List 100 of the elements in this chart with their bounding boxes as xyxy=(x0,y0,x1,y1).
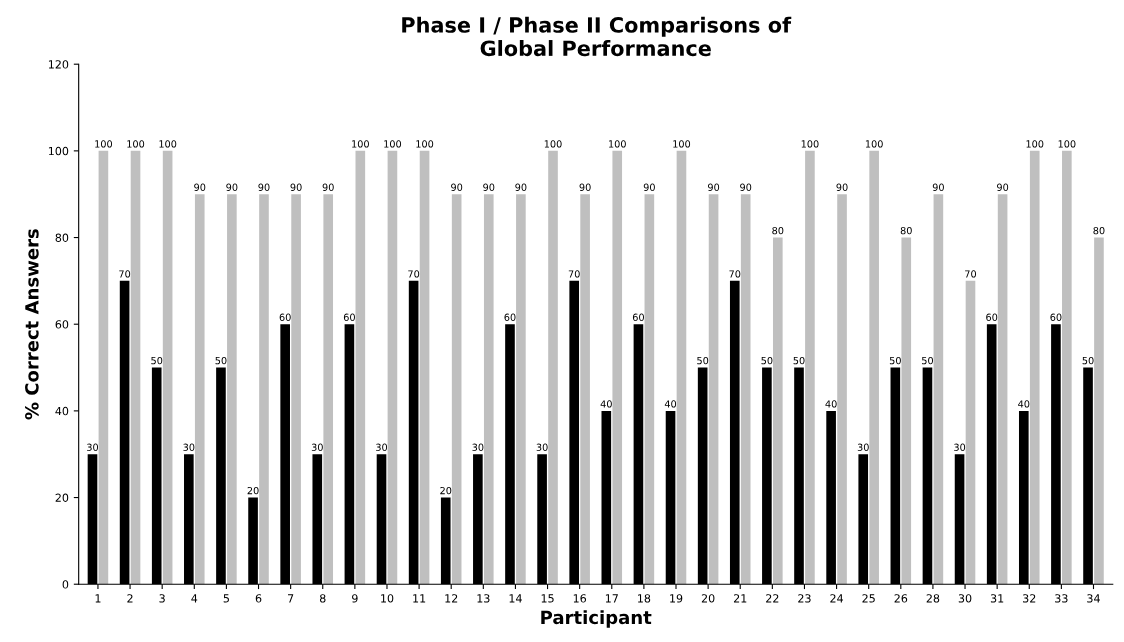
data-label: 60 xyxy=(343,313,355,321)
y-tick-label: 0 xyxy=(62,580,69,589)
chart-title: Phase I / Phase II Comparisons of Global Performance xyxy=(402,16,792,57)
data-label: 100 xyxy=(801,140,819,148)
data-label: 50 xyxy=(793,356,805,365)
data-label: 70 xyxy=(965,270,977,278)
data-label: 20 xyxy=(440,486,452,495)
data-label: 80 xyxy=(1093,226,1105,235)
bar xyxy=(291,194,301,585)
data-label: 70 xyxy=(119,270,131,278)
bar xyxy=(837,194,847,585)
data-label: 60 xyxy=(632,313,644,321)
bar xyxy=(162,150,173,585)
bar xyxy=(805,150,815,585)
x-tick-label: 7 xyxy=(288,594,294,603)
x-tick-label: 13 xyxy=(477,594,490,603)
bar xyxy=(933,194,944,585)
bar xyxy=(708,194,719,585)
x-tick-label: 19 xyxy=(670,594,683,603)
x-tick-label: 25 xyxy=(862,594,875,603)
data-label: 50 xyxy=(1082,356,1094,365)
bar xyxy=(740,194,751,585)
x-tick-label: 9 xyxy=(352,594,358,603)
data-label: 90 xyxy=(290,183,302,191)
x-tick-label: 22 xyxy=(766,594,779,603)
x-tick-label: 24 xyxy=(830,594,844,603)
data-label: 30 xyxy=(954,443,966,451)
data-label: 90 xyxy=(932,183,944,191)
bar xyxy=(323,194,334,585)
y-tick-label: 20 xyxy=(55,493,69,502)
x-tick-label: 6 xyxy=(255,594,262,603)
bar xyxy=(612,150,623,585)
x-tick-label: 33 xyxy=(1055,594,1068,603)
x-tick-label: 12 xyxy=(445,594,458,603)
data-label: 90 xyxy=(322,183,334,191)
bar xyxy=(451,194,462,585)
x-tick-label: 18 xyxy=(638,594,651,603)
bar xyxy=(772,237,783,585)
data-label: 70 xyxy=(568,270,580,278)
data-label: 90 xyxy=(483,183,495,191)
bar xyxy=(419,150,430,585)
bar xyxy=(227,194,237,585)
bar xyxy=(965,280,976,585)
data-label: 60 xyxy=(279,313,291,321)
y-tick-label: 80 xyxy=(55,233,69,242)
x-tick-label: 15 xyxy=(541,594,554,603)
data-label: 60 xyxy=(986,313,998,321)
data-label: 50 xyxy=(761,356,773,365)
data-label: 70 xyxy=(408,270,420,278)
data-label: 90 xyxy=(579,183,591,191)
x-tick-label: 31 xyxy=(990,594,1004,603)
data-label: 30 xyxy=(472,443,484,451)
data-label: 40 xyxy=(825,400,837,408)
x-tick-label: 10 xyxy=(381,594,394,603)
bar xyxy=(1094,237,1104,585)
data-label: 40 xyxy=(600,400,612,408)
bar xyxy=(1029,150,1040,585)
data-label: 50 xyxy=(151,356,163,365)
bar xyxy=(676,150,687,585)
bar xyxy=(644,194,655,585)
data-label: 50 xyxy=(889,356,901,365)
x-tick-label: 11 xyxy=(413,594,426,603)
x-tick-label: 32 xyxy=(1023,594,1036,603)
x-tick-label: 23 xyxy=(798,594,811,603)
data-label: 100 xyxy=(673,140,691,148)
data-label: 100 xyxy=(159,140,177,148)
data-label: 100 xyxy=(95,140,113,148)
bar xyxy=(194,194,205,585)
x-tick-label: 14 xyxy=(509,594,522,603)
data-label: 90 xyxy=(226,183,238,191)
bar xyxy=(548,150,558,585)
data-label: 100 xyxy=(384,140,402,148)
data-label: 100 xyxy=(1058,140,1076,148)
data-label: 90 xyxy=(836,183,848,191)
y-tick-label: 120 xyxy=(48,60,69,69)
data-label: 100 xyxy=(544,140,562,148)
data-label: 80 xyxy=(772,226,784,235)
bar xyxy=(1062,150,1072,585)
data-label: 100 xyxy=(609,140,626,148)
x-axis-title: Participant xyxy=(541,610,652,628)
data-label: 90 xyxy=(643,183,655,191)
data-label: 30 xyxy=(87,443,99,451)
data-label: 90 xyxy=(258,183,270,191)
data-label: 50 xyxy=(922,356,933,365)
x-tick-label: 3 xyxy=(159,594,165,603)
data-label: 90 xyxy=(451,183,463,191)
x-tick-label: 20 xyxy=(701,594,715,603)
bar xyxy=(130,150,141,585)
x-tick-label: 34 xyxy=(1087,594,1100,603)
data-label: 90 xyxy=(997,183,1009,191)
bar xyxy=(387,150,398,585)
x-tick-label: 1 xyxy=(95,594,101,603)
data-label: 90 xyxy=(740,183,752,191)
data-label: 30 xyxy=(376,443,388,451)
data-label: 30 xyxy=(857,443,869,451)
bar xyxy=(483,194,494,585)
data-label: 50 xyxy=(215,356,227,365)
data-label: 20 xyxy=(247,486,259,495)
data-label: 70 xyxy=(729,270,741,278)
data-label: 40 xyxy=(1018,400,1030,408)
